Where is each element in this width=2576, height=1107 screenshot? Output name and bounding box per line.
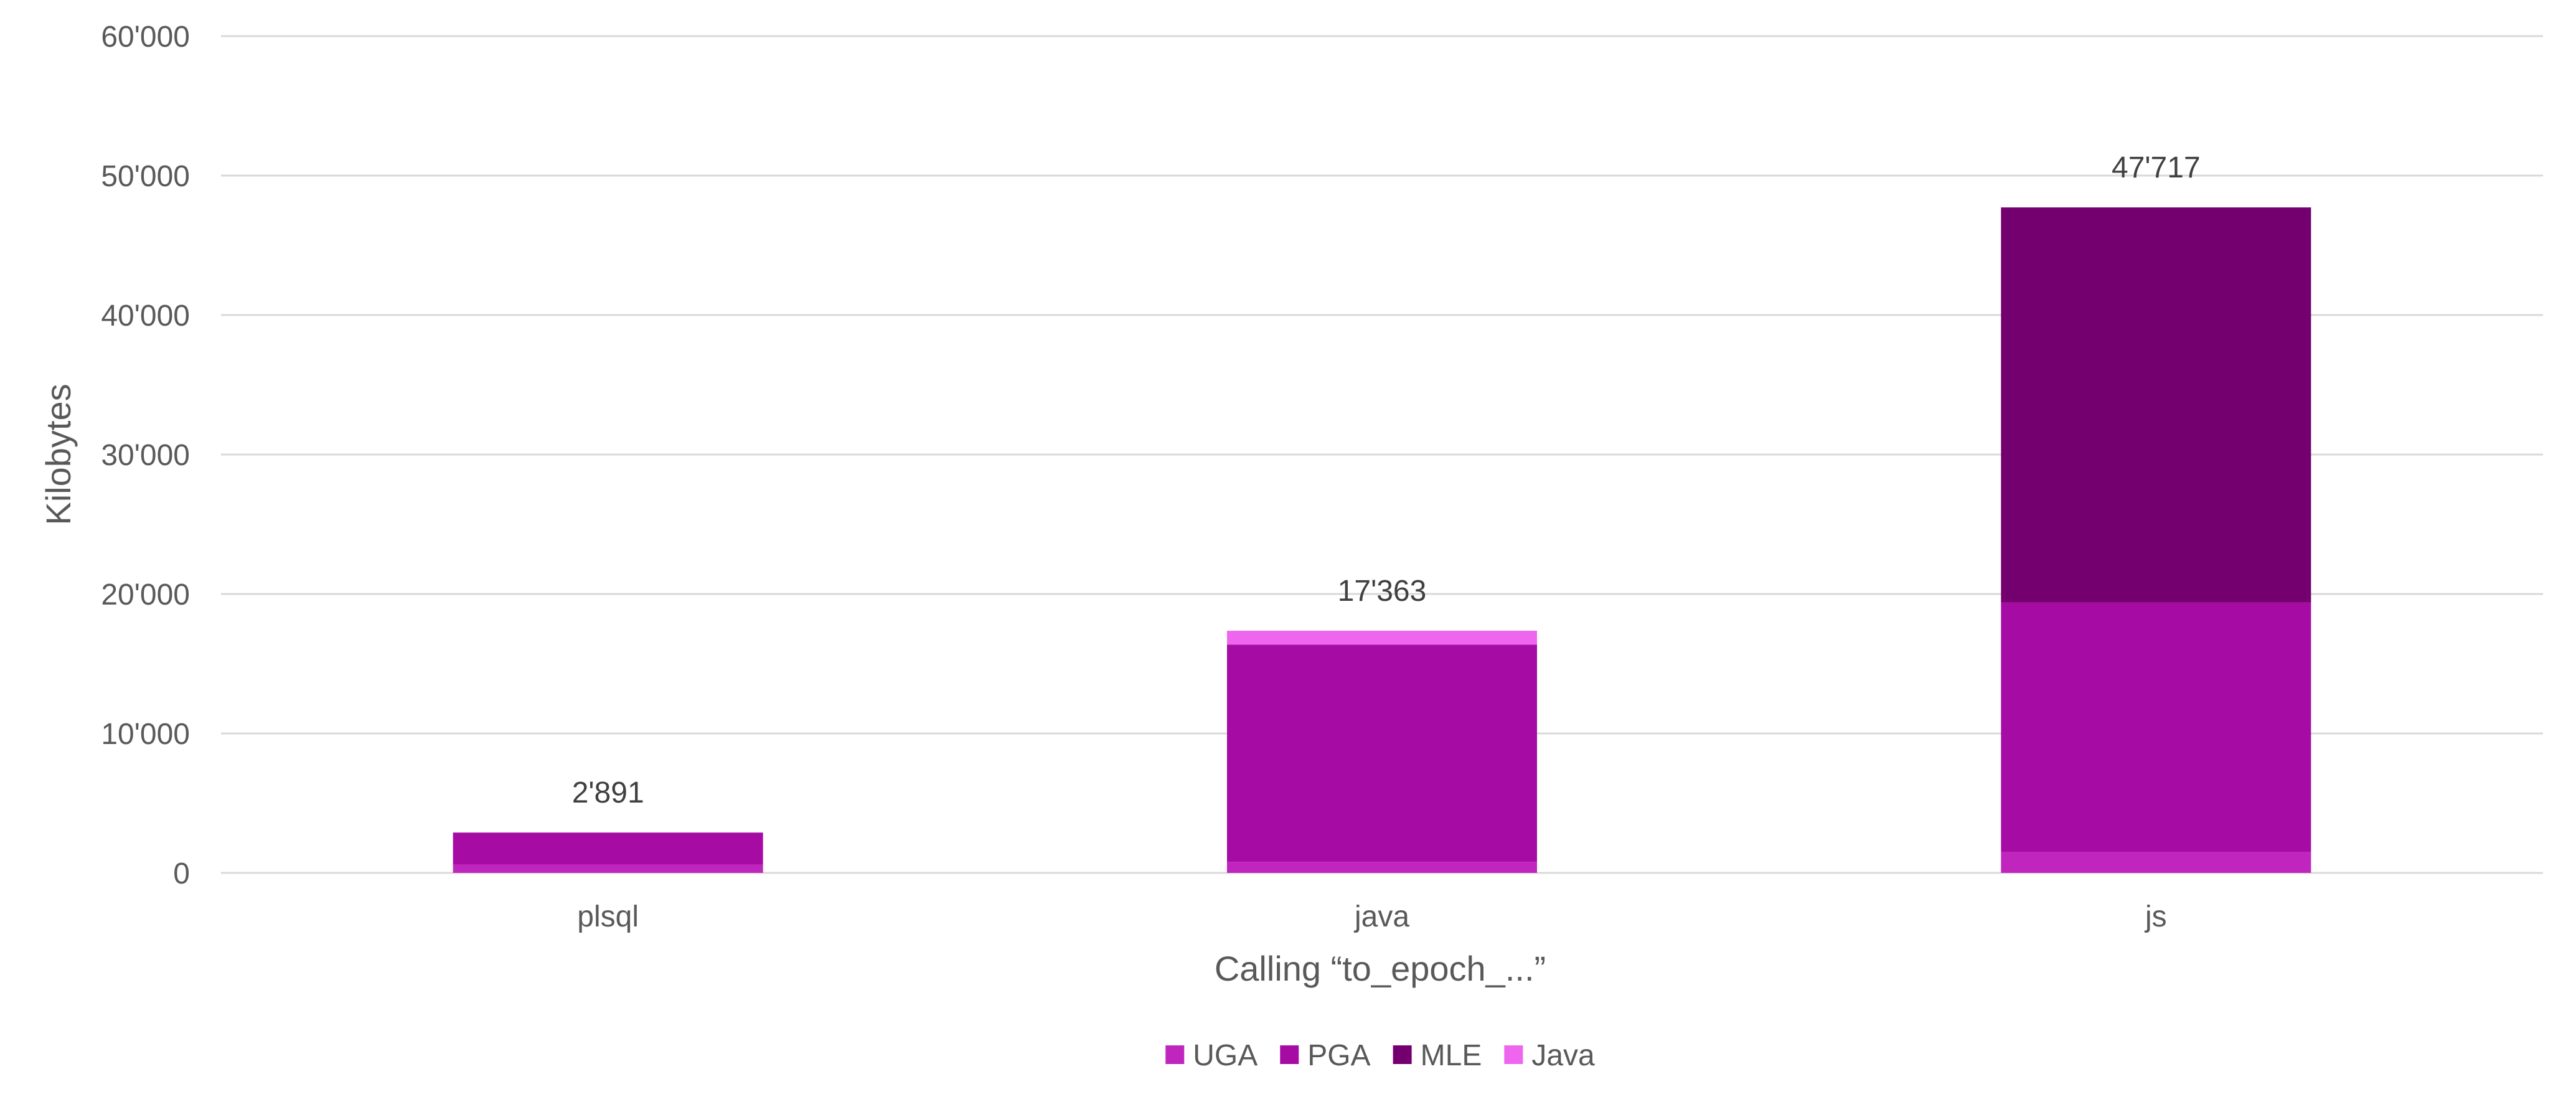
legend-label: MLE bbox=[1421, 1039, 1482, 1072]
x-category-label-js: js bbox=[2144, 900, 2167, 933]
bar-segment-mle-js bbox=[2001, 207, 2311, 603]
bar-segment-uga-java bbox=[1227, 862, 1537, 873]
y-tick-label: 20'000 bbox=[101, 578, 190, 611]
bar-segment-uga-plsql bbox=[453, 864, 763, 873]
y-tick-label: 0 bbox=[173, 857, 190, 890]
y-axis-title: Kilobytes bbox=[39, 384, 78, 525]
legend-item-mle: MLE bbox=[1393, 1039, 1482, 1072]
total-labels: 2'891 17'363 47'717 bbox=[572, 151, 2201, 809]
bar-segment-pga-java bbox=[1227, 644, 1537, 862]
legend-item-java: Java bbox=[1504, 1039, 1595, 1072]
legend-item-uga: UGA bbox=[1165, 1039, 1257, 1072]
legend-label: UGA bbox=[1193, 1039, 1257, 1072]
bar-segment-uga-js bbox=[2001, 852, 2311, 873]
total-label-java: 17'363 bbox=[1338, 575, 1427, 608]
legend-item-pga: PGA bbox=[1280, 1039, 1371, 1072]
x-category-label-plsql: plsql bbox=[577, 900, 639, 933]
x-axis-category-labels: plsql java js bbox=[577, 900, 2166, 933]
x-category-label-java: java bbox=[1353, 900, 1409, 933]
legend-label: PGA bbox=[1307, 1039, 1370, 1072]
gridlines bbox=[221, 35, 2543, 874]
total-label-js: 47'717 bbox=[2112, 151, 2201, 184]
legend: UGA PGA MLE Java bbox=[1165, 1039, 1595, 1072]
bar-segment-java-java bbox=[1227, 631, 1537, 645]
bar-segment-pga-js bbox=[2001, 602, 2311, 852]
legend-swatch bbox=[1393, 1045, 1412, 1064]
y-axis-tick-labels: 0 10'000 20'000 30'000 40'000 50'000 60'000 bbox=[101, 21, 190, 890]
y-tick-label: 10'000 bbox=[101, 718, 190, 751]
y-tick-label: 60'000 bbox=[101, 21, 190, 54]
legend-label: Java bbox=[1531, 1039, 1595, 1072]
legend-swatch bbox=[1280, 1045, 1299, 1064]
x-axis-title: Calling “to_epoch_...” bbox=[1215, 949, 1546, 988]
y-tick-label: 50'000 bbox=[101, 160, 190, 193]
y-tick-label: 40'000 bbox=[101, 299, 190, 332]
legend-swatch bbox=[1165, 1045, 1185, 1064]
y-tick-label: 30'000 bbox=[101, 439, 190, 472]
bar-segment-pga-plsql bbox=[453, 832, 763, 865]
bars bbox=[453, 207, 2311, 873]
legend-swatch bbox=[1504, 1045, 1523, 1064]
total-label-plsql: 2'891 bbox=[572, 776, 644, 809]
